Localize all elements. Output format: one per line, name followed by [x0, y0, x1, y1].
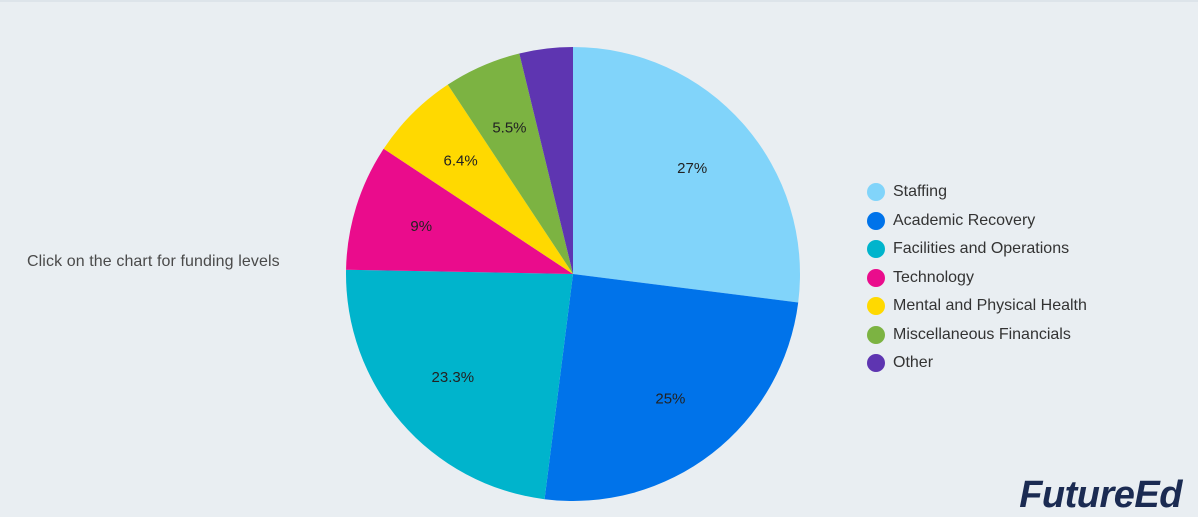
legend-label: Facilities and Operations	[893, 240, 1070, 258]
futureed-logo: FutureEd	[1019, 474, 1182, 516]
legend-item-mental-and-physical-health[interactable]: Mental and Physical Health	[867, 292, 1087, 321]
pie-slice-other[interactable]	[519, 47, 573, 274]
legend-label: Other	[893, 354, 934, 372]
pie-slice-miscellaneous-financials[interactable]	[447, 53, 573, 274]
legend-item-miscellaneous-financials[interactable]: Miscellaneous Financials	[867, 321, 1087, 350]
legend-dot-icon	[867, 268, 885, 287]
legend-dot-icon	[867, 211, 885, 230]
legend-dot-icon	[867, 240, 885, 259]
legend-item-facilities-and-operations[interactable]: Facilities and Operations	[867, 235, 1087, 264]
legend-label: Staffing	[893, 183, 947, 201]
pie-slice-academic-recovery[interactable]	[544, 274, 799, 501]
legend-label: Miscellaneous Financials	[893, 325, 1071, 343]
chart-legend: Staffing Academic Recovery Facilities and …	[867, 178, 1087, 378]
legend-dot-icon	[867, 183, 885, 202]
pie-slice-facilities-and-operations[interactable]	[346, 269, 573, 500]
legend-dot-icon	[867, 325, 885, 344]
pie-slice-technology[interactable]	[346, 148, 573, 274]
data-label-staffing: 27%	[677, 160, 707, 177]
legend-item-academic-recovery[interactable]: Academic Recovery	[867, 207, 1087, 236]
legend-dot-icon	[867, 354, 885, 373]
legend-label: Academic Recovery	[893, 211, 1036, 229]
legend-item-technology[interactable]: Technology	[867, 264, 1087, 293]
data-label-mental-and-physical-health: 6.4%	[444, 153, 478, 170]
data-label-miscellaneous-financials: 5.5%	[492, 119, 526, 136]
legend-item-other[interactable]: Other	[867, 349, 1087, 378]
instruction-text: Click on the chart for funding levels	[27, 253, 280, 270]
legend-dot-icon	[867, 297, 885, 316]
pie-slice-mental-and-physical-health[interactable]	[383, 84, 573, 275]
data-label-academic-recovery: 25%	[655, 391, 685, 408]
legend-label: Technology	[893, 268, 974, 286]
data-label-facilities-and-operations: 23.3%	[432, 369, 475, 386]
pie-slice-staffing[interactable]	[573, 47, 800, 303]
legend-item-staffing[interactable]: Staffing	[867, 178, 1087, 207]
data-label-technology: 9%	[410, 218, 432, 235]
legend-label: Mental and Physical Health	[893, 297, 1087, 315]
